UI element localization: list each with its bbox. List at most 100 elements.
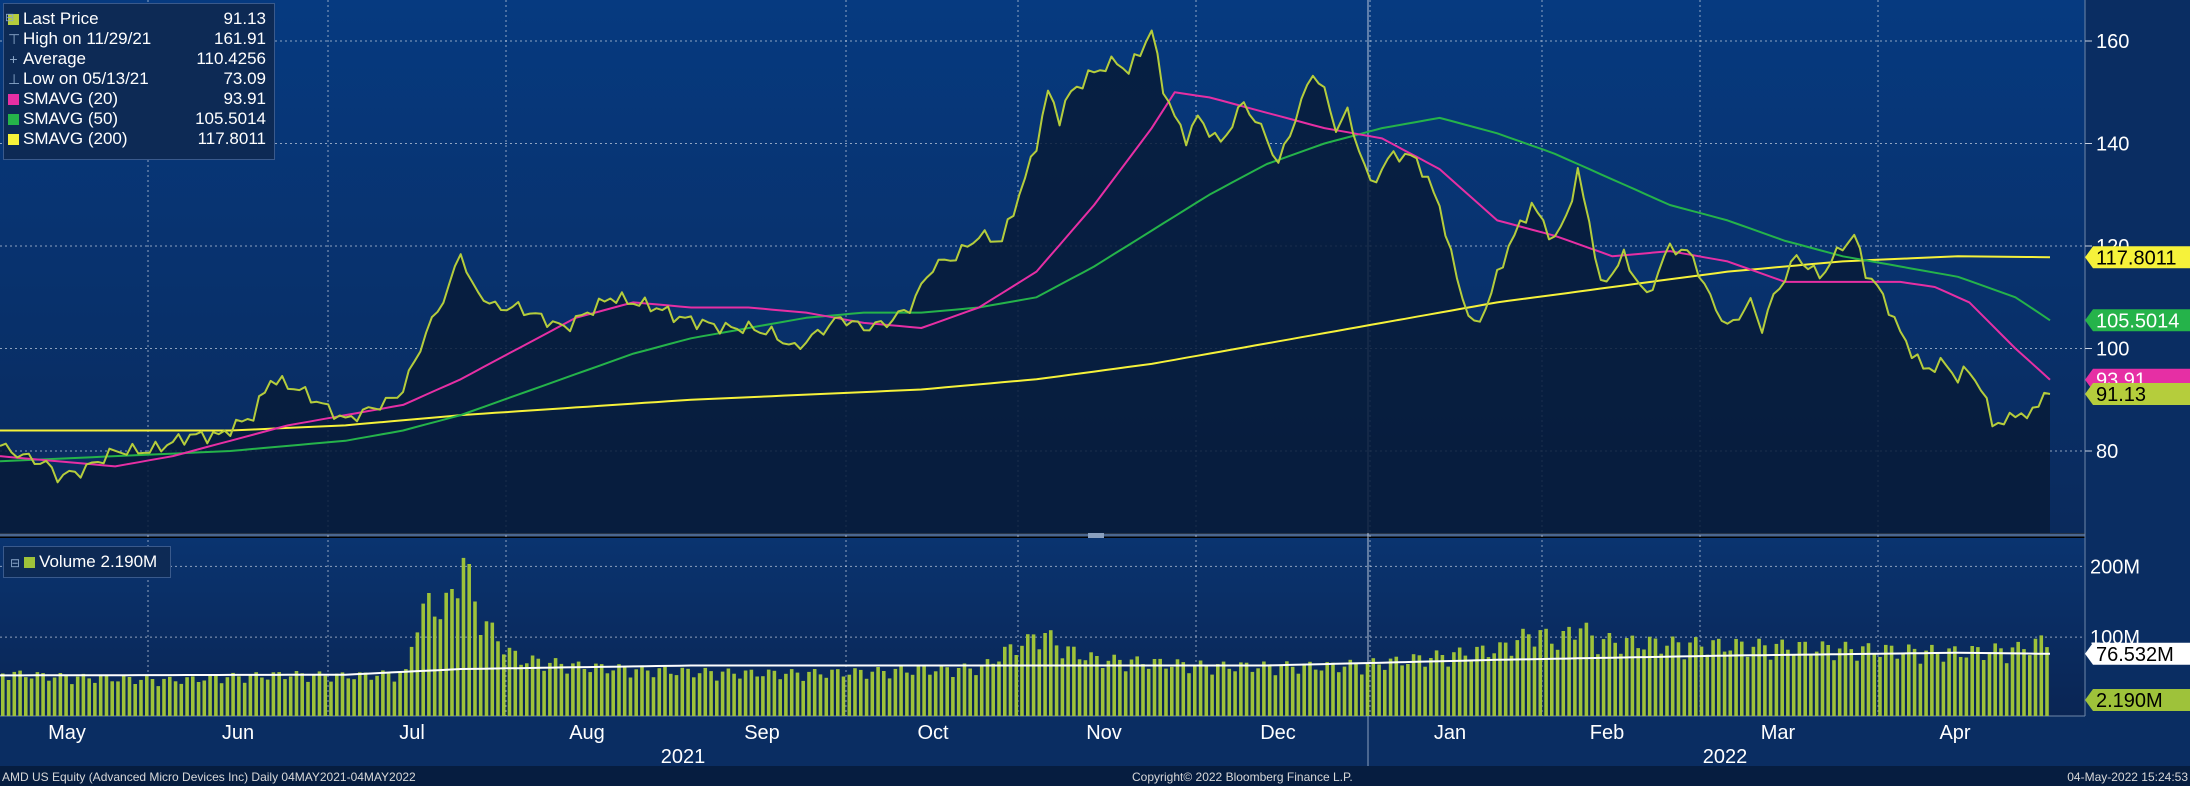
volume-bar <box>962 663 967 716</box>
volume-bar <box>1354 663 1358 716</box>
volume-bar <box>81 673 86 716</box>
legend-value: 105.5014 <box>195 109 266 128</box>
volume-bar <box>617 664 621 716</box>
year-label: 2022 <box>1703 746 1748 768</box>
legend-item: Last Price <box>8 9 99 29</box>
volume-bar <box>254 672 258 716</box>
volume-bar <box>553 658 558 716</box>
volume-bar <box>1728 650 1733 716</box>
volume-legend: ⊟ Volume 2.190M <box>3 546 171 578</box>
volume-bar <box>1014 655 1019 716</box>
volume-bar <box>939 664 944 716</box>
volume-bar <box>1573 639 1577 716</box>
volume-bar <box>1406 664 1410 716</box>
last-value-tag <box>2085 309 2190 332</box>
volume-bar <box>1947 648 1951 716</box>
volume-bar <box>1820 641 1825 716</box>
volume-bar <box>1325 662 1329 716</box>
volume-bar <box>1313 669 1318 716</box>
volume-bar <box>1981 660 1986 716</box>
volume-bar <box>98 676 103 716</box>
volume-bar <box>1613 642 1617 716</box>
volume-bar <box>1912 648 1917 716</box>
volume-bar <box>1360 674 1364 716</box>
volume-bar <box>1803 641 1807 716</box>
volume-bar <box>1763 645 1767 716</box>
low-marker-icon: ⊥ <box>8 71 21 87</box>
volume-bar <box>306 681 310 716</box>
volume-bar <box>110 681 114 716</box>
volume-last-tag <box>2085 689 2190 711</box>
volume-bar <box>818 674 823 716</box>
volume-bar <box>1567 626 1571 716</box>
volume-bar <box>1095 656 1099 716</box>
volume-bar <box>24 677 28 716</box>
volume-bar <box>52 677 57 716</box>
volume-legend-collapse-icon[interactable]: ⊟ <box>10 556 21 570</box>
volume-bar <box>1446 666 1450 716</box>
volume-bar <box>1383 669 1387 716</box>
volume-bar <box>1809 654 1813 716</box>
volume-bar <box>450 589 454 716</box>
volume-bar <box>225 677 230 716</box>
axis-background <box>2085 0 2190 716</box>
last-value-text: 91.13 <box>2096 384 2146 406</box>
volume-bar <box>231 672 235 716</box>
panel-separator-handle[interactable] <box>1088 533 1104 538</box>
volume-bar <box>1544 628 1548 716</box>
volume-bar <box>1158 658 1162 716</box>
volume-bar <box>1561 631 1566 716</box>
volume-bar <box>1469 660 1473 716</box>
volume-bar <box>887 678 892 716</box>
volume-bar <box>1768 659 1773 716</box>
volume-bar <box>720 671 725 716</box>
volume-bar <box>455 598 460 716</box>
legend-label: SMAVG (50) <box>23 109 119 128</box>
volume-bar <box>1676 642 1681 716</box>
volume-last-text: 76.532M <box>2096 644 2174 666</box>
volume-bar <box>2033 638 2038 716</box>
volume-bar <box>1987 652 1992 716</box>
volume-bar <box>1170 666 1174 716</box>
volume-bar <box>956 668 961 716</box>
volume-bar <box>64 675 68 716</box>
volume-bar <box>277 672 281 716</box>
volume-bar <box>985 659 990 716</box>
volume-bar <box>1976 647 1980 716</box>
volume-bar <box>1457 647 1462 716</box>
volume-bar <box>789 669 794 716</box>
volume-bar <box>70 684 74 716</box>
volume-bar <box>1757 638 1761 716</box>
volume-bar <box>116 681 120 716</box>
volume-bar <box>1020 645 1024 716</box>
volume-bar <box>323 675 328 716</box>
volume-bar <box>1054 645 1059 716</box>
volume-bar <box>2022 649 2026 716</box>
volume-bar <box>1198 660 1203 716</box>
volume-bar <box>461 557 466 716</box>
volume-bar <box>1745 656 1750 716</box>
legend-label: High on 11/29/21 <box>23 29 152 48</box>
sma50-line <box>0 116 2051 463</box>
volume-bar <box>2039 635 2044 716</box>
volume-bar <box>1146 668 1151 716</box>
volume-bar <box>340 672 345 716</box>
high-marker-icon: ⊤ <box>8 31 21 47</box>
legend-collapse-icon[interactable]: ⊟ <box>5 12 15 24</box>
volume-bar <box>312 674 316 716</box>
volume-bar <box>933 671 938 716</box>
volume-bar <box>1037 649 1042 716</box>
last-value-label: 91.13 <box>2085 382 2190 406</box>
volume-bar <box>444 592 448 716</box>
volume-bar <box>651 677 656 716</box>
volume-bar <box>1227 668 1232 716</box>
volume-bar <box>1440 655 1445 716</box>
volume-bar <box>1193 665 1197 716</box>
volume-bar <box>628 677 633 716</box>
volume-last-label: 76.532M <box>2085 642 2190 666</box>
legend-item: + Average <box>8 49 86 69</box>
volume-bar <box>1118 659 1122 716</box>
volume-bar <box>824 677 829 716</box>
volume-bar <box>1624 638 1629 716</box>
